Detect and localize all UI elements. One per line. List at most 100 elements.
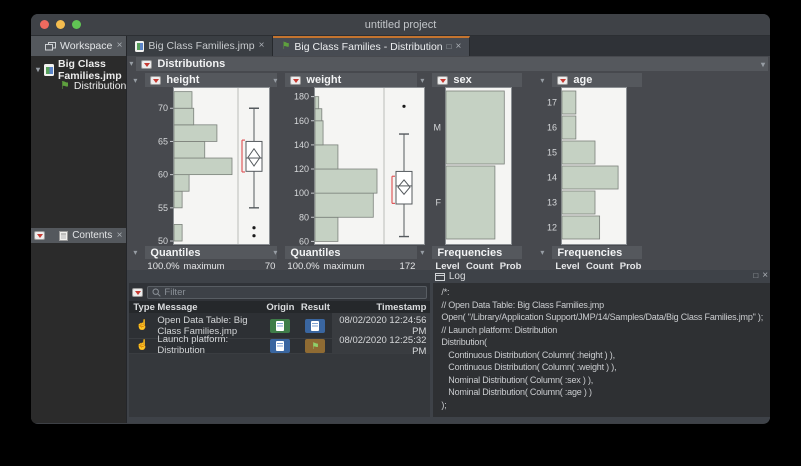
log-icon	[434, 272, 445, 281]
quantiles-header-weight[interactable]: Quantiles	[285, 246, 418, 259]
contents-panel-title: Contents	[72, 230, 113, 241]
platform-flag-icon: ⚑	[60, 79, 70, 92]
minimize-window-button[interactable]	[56, 20, 65, 29]
col-type[interactable]: Type	[133, 301, 155, 313]
contents-icon	[59, 230, 69, 241]
disclosure-triangle-icon[interactable]: ▾	[420, 76, 425, 85]
close-window-button[interactable]	[40, 20, 49, 29]
tree-item-distribution[interactable]: ⚑ Distribution	[31, 78, 126, 94]
contents-panel-header[interactable]: Contents ×	[31, 228, 127, 243]
outline-title: Quantiles	[150, 246, 201, 259]
red-triangle-menu-icon[interactable]	[141, 59, 153, 69]
platform-flag-icon: ⚑	[311, 340, 320, 351]
svg-text:60: 60	[299, 236, 309, 245]
zoom-window-button[interactable]	[72, 20, 81, 29]
tab-label: Big Class Families - Distribution	[294, 41, 443, 53]
section-title: height	[166, 74, 200, 86]
section-header-age[interactable]: age	[552, 73, 643, 87]
freq-col-count: Count	[466, 261, 494, 272]
section-header-sex[interactable]: sex	[432, 73, 523, 87]
log-table-header[interactable]: Type Message Origin Result Timestamp	[129, 301, 431, 313]
quantile-pct: 100.0%	[287, 261, 320, 272]
disclosure-triangle-icon[interactable]: ▾	[273, 248, 278, 257]
section-title: weight	[306, 74, 342, 86]
tab-distribution-report[interactable]: ⚑ Big Class Families - Distribution □ ×	[273, 36, 471, 56]
svg-text:M: M	[434, 123, 442, 133]
close-tab-icon[interactable]: ×	[258, 40, 265, 51]
action-icon: ☝	[136, 340, 149, 351]
quantile-row-weight: 100.0% maximum 172	[287, 261, 415, 272]
histogram-height[interactable]: 50 55 60 65 70	[147, 87, 271, 250]
disclosure-triangle-icon[interactable]: ▾	[133, 248, 138, 257]
tree-item-project-root[interactable]: ▾ Big Class Families.jmp	[31, 58, 126, 82]
col-message[interactable]: Message	[157, 301, 198, 313]
frequencies-header-age[interactable]: Frequencies	[552, 246, 643, 259]
col-result[interactable]: Result	[300, 301, 330, 313]
freq-col-level: Level	[555, 261, 580, 272]
disclosure-triangle-icon[interactable]: ▾	[273, 76, 278, 85]
search-icon	[152, 288, 162, 297]
red-triangle-menu-icon[interactable]	[132, 287, 144, 297]
outline-title: Distributions	[157, 58, 226, 70]
close-log-panel-icon[interactable]: ×	[762, 270, 769, 281]
log-filter-field[interactable]	[147, 285, 428, 299]
freq-col-level: Level	[435, 261, 460, 272]
quantile-stat: maximum	[323, 261, 365, 272]
disclosure-triangle-icon[interactable]: ▾	[36, 65, 41, 74]
workspace-icon	[45, 41, 57, 50]
data-table-icon	[135, 40, 145, 52]
svg-text:14: 14	[547, 173, 557, 183]
log-row-launch-platform[interactable]: ☝ Launch platform: Distribution ⚑ 08/02/…	[129, 334, 431, 357]
red-triangle-menu-icon[interactable]	[290, 75, 302, 85]
disclosure-triangle-icon[interactable]: ▾	[540, 248, 545, 257]
workspace-panel-title: Workspace	[60, 40, 113, 52]
scroll-overflow-icon[interactable]: ▾	[761, 60, 766, 69]
close-workspace-panel-icon[interactable]: ×	[116, 40, 123, 51]
svg-text:70: 70	[158, 103, 168, 113]
log-panel: Log □ ×	[127, 270, 770, 423]
bar-chart-age[interactable]: 17 16 15 14 13 12	[545, 87, 628, 250]
outline-title: Frequencies	[437, 246, 503, 259]
close-tab-icon[interactable]: ×	[455, 41, 462, 52]
svg-text:180: 180	[294, 92, 309, 102]
origin-data-table-icon[interactable]	[270, 339, 291, 353]
tab-label: Big Class Families.jmp	[148, 40, 255, 52]
workspace-panel-header[interactable]: Workspace ×	[31, 36, 127, 56]
float-panel-icon[interactable]: □	[753, 271, 759, 280]
histogram-weight[interactable]: 60 80 100 120 140 160 180	[288, 87, 426, 250]
section-header-weight[interactable]: weight	[285, 73, 418, 87]
log-script[interactable]: /*:// Open Data Table: Big Class Familie…	[433, 283, 770, 417]
window-title: untitled project	[364, 18, 437, 31]
disclosure-triangle-icon[interactable]: ▾	[540, 76, 545, 85]
log-row-open-table[interactable]: ☝ Open Data Table: Big Class Families.jm…	[129, 313, 431, 339]
quantile-pct: 100.0%	[147, 261, 180, 272]
red-triangle-menu-icon[interactable]	[557, 75, 569, 85]
col-timestamp[interactable]: Timestamp	[376, 301, 427, 313]
disclosure-triangle-icon[interactable]: ▾	[420, 248, 425, 257]
disclosure-triangle-icon[interactable]: ▾	[129, 59, 134, 68]
float-tab-icon[interactable]: □	[446, 42, 452, 51]
svg-text:12: 12	[547, 223, 557, 233]
disclosure-triangle-icon[interactable]: ▾	[133, 76, 138, 85]
red-triangle-menu-icon[interactable]	[34, 231, 45, 240]
quantile-value: 70	[264, 261, 276, 272]
col-origin[interactable]: Origin	[266, 301, 295, 313]
result-report-icon[interactable]: ⚑	[305, 339, 326, 353]
close-contents-panel-icon[interactable]: ×	[116, 229, 123, 241]
quantiles-header-height[interactable]: Quantiles	[145, 246, 278, 259]
distributions-outline-header[interactable]: Distributions ▾	[136, 57, 769, 71]
tab-data-table[interactable]: Big Class Families.jmp ×	[127, 36, 274, 56]
section-header-height[interactable]: height	[145, 73, 278, 87]
red-triangle-menu-icon[interactable]	[150, 75, 162, 85]
log-message-table: Type Message Origin Result Timestamp ☝ O…	[129, 283, 431, 417]
log-panel-header[interactable]: Log □ ×	[127, 270, 770, 283]
title-bar[interactable]: untitled project	[31, 14, 770, 36]
frequencies-header-sex[interactable]: Frequencies	[432, 246, 523, 259]
workspace-tree: ▾ Big Class Families.jmp ⚑ Distribution	[31, 56, 126, 228]
red-triangle-menu-icon[interactable]	[437, 75, 449, 85]
filter-input[interactable]	[164, 286, 423, 298]
result-data-table-icon[interactable]	[305, 318, 326, 333]
freq-col-prob: Prob	[619, 261, 642, 272]
origin-data-table-icon[interactable]	[270, 318, 291, 333]
